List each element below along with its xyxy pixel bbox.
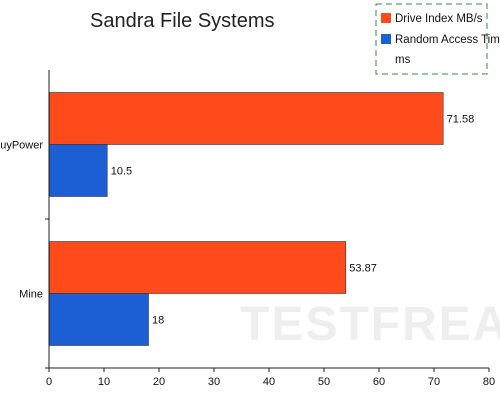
x-tick-label: 30 [208, 376, 220, 388]
category-label: Mine [19, 289, 43, 301]
data-label: 10.5 [111, 166, 132, 178]
x-tick-label: 80 [483, 376, 495, 388]
watermark: TESTFREAKS [240, 298, 500, 351]
legend-swatch-drive-index [381, 13, 391, 23]
x-tick-label: 10 [98, 376, 110, 388]
bar [49, 241, 347, 294]
legend-box [375, 3, 488, 75]
legend: Drive Index MB/s Random Access Time ms [375, 3, 500, 75]
watermark-logo: TESTFREAKS [240, 298, 500, 351]
plot-area: 0 10 20 30 40 50 60 70 80 iBuyPower 71.58 10.5 Mine 5… [0, 70, 495, 388]
legend-label-random-access-unit: ms [395, 54, 411, 66]
x-tick-label: 40 [263, 376, 275, 388]
x-tick-label: 70 [428, 376, 440, 388]
category-label: iBuyPower [0, 140, 43, 152]
bar [49, 92, 444, 145]
data-label: 53.87 [349, 263, 377, 275]
bar [49, 293, 149, 346]
x-tick-label: 60 [373, 376, 385, 388]
data-label: 71.58 [447, 114, 475, 126]
data-label: 18 [152, 315, 164, 327]
legend-swatch-random-access [381, 34, 391, 44]
x-tick-label: 0 [46, 376, 52, 388]
legend-label-drive-index: Drive Index MB/s [395, 13, 483, 25]
legend-label-random-access: Random Access Time [395, 34, 500, 46]
bar [49, 144, 108, 197]
chart-title: Sandra File Systems [90, 10, 275, 32]
x-tick-label: 50 [318, 376, 330, 388]
x-tick-label: 20 [153, 376, 165, 388]
